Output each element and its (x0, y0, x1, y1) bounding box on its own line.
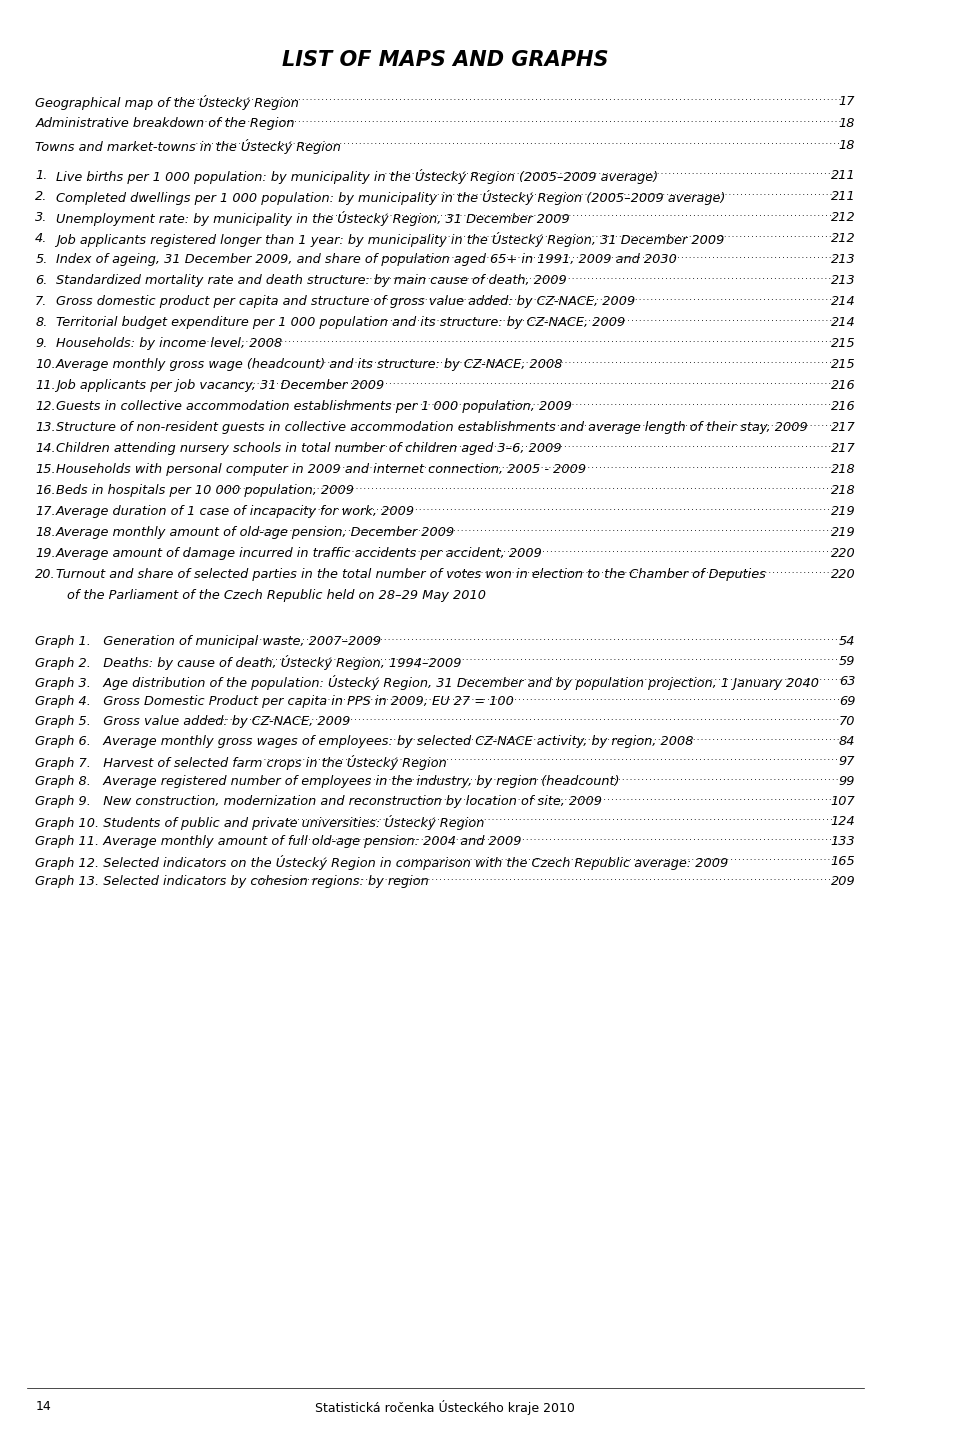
Text: Households with personal computer in 2009 and internet connection, 2005 - 2009: Households with personal computer in 200… (56, 464, 586, 477)
Text: 13.: 13. (36, 420, 56, 433)
Text: 216: 216 (830, 400, 855, 413)
Text: 18: 18 (839, 117, 855, 130)
Text: 10.: 10. (36, 359, 56, 372)
Text: Graph 8.   Average registered number of employees in the industry, by region (he: Graph 8. Average registered number of em… (36, 775, 620, 788)
Text: LIST OF MAPS AND GRAPHS: LIST OF MAPS AND GRAPHS (282, 50, 609, 71)
Text: Graph 4.   Gross Domestic Product per capita in PPS in 2009, EU 27 = 100: Graph 4. Gross Domestic Product per capi… (36, 696, 515, 708)
Text: 211: 211 (830, 190, 855, 203)
Text: 12.: 12. (36, 400, 56, 413)
Text: 97: 97 (839, 755, 855, 768)
Text: 124: 124 (830, 815, 855, 828)
Text: Average monthly gross wage (headcount) and its structure: by CZ-NACE, 2008: Average monthly gross wage (headcount) a… (56, 359, 564, 372)
Text: 217: 217 (830, 420, 855, 433)
Text: 165: 165 (830, 855, 855, 868)
Text: Geographical map of the Ústecký Region: Geographical map of the Ústecký Region (36, 95, 300, 109)
Text: 2.: 2. (36, 190, 48, 203)
Text: 209: 209 (830, 876, 855, 888)
Text: 9.: 9. (36, 337, 48, 350)
Text: 70: 70 (839, 716, 855, 729)
Text: Graph 12. Selected indicators on the Ústecký Region in comparison with the Czech: Graph 12. Selected indicators on the Úst… (36, 855, 729, 870)
Text: Average monthly amount of old-age pension, December 2009: Average monthly amount of old-age pensio… (56, 526, 455, 539)
Text: 217: 217 (830, 442, 855, 455)
Text: Turnout and share of selected parties in the total number of votes won in electi: Turnout and share of selected parties in… (56, 567, 765, 580)
Text: 215: 215 (830, 359, 855, 372)
Text: Towns and market-towns in the Ústecký Region: Towns and market-towns in the Ústecký Re… (36, 140, 341, 154)
Text: Households: by income level, 2008: Households: by income level, 2008 (56, 337, 282, 350)
Text: 133: 133 (830, 835, 855, 848)
Text: 214: 214 (830, 295, 855, 308)
Text: 1.: 1. (36, 168, 48, 181)
Text: Unemployment rate: by municipality in the Ústecký Region, 31 December 2009: Unemployment rate: by municipality in th… (56, 212, 569, 226)
Text: 18.: 18. (36, 526, 56, 539)
Text: 20.: 20. (36, 567, 56, 580)
Text: Job applicants registered longer than 1 year: by municipality in the Ústecký Reg: Job applicants registered longer than 1 … (56, 232, 724, 248)
Text: 107: 107 (830, 795, 855, 808)
Text: Average duration of 1 case of incapacity for work, 2009: Average duration of 1 case of incapacity… (56, 505, 415, 518)
Text: Children attending nursery schools in total number of children aged 3–6, 2009: Children attending nursery schools in to… (56, 442, 562, 455)
Text: Graph 13. Selected indicators by cohesion regions: by region: Graph 13. Selected indicators by cohesio… (36, 876, 429, 888)
Text: 212: 212 (830, 212, 855, 225)
Text: Average amount of damage incurred in traffic accidents per accident, 2009: Average amount of damage incurred in tra… (56, 547, 542, 560)
Text: 69: 69 (839, 696, 855, 708)
Text: 6.: 6. (36, 274, 48, 287)
Text: Index of ageing, 31 December 2009, and share of population aged 65+ in 1991, 200: Index of ageing, 31 December 2009, and s… (56, 253, 677, 266)
Text: 99: 99 (839, 775, 855, 788)
Text: 84: 84 (839, 734, 855, 747)
Text: 59: 59 (839, 655, 855, 668)
Text: 14: 14 (36, 1400, 51, 1413)
Text: Job applicants per job vacancy, 31 December 2009: Job applicants per job vacancy, 31 Decem… (56, 379, 384, 392)
Text: Graph 10. Students of public and private universities: Ústecký Region: Graph 10. Students of public and private… (36, 815, 485, 829)
Text: 11.: 11. (36, 379, 56, 392)
Text: 17: 17 (839, 95, 855, 108)
Text: Administrative breakdown of the Region: Administrative breakdown of the Region (36, 117, 295, 130)
Text: 17.: 17. (36, 505, 56, 518)
Text: 7.: 7. (36, 295, 48, 308)
Text: Graph 7.   Harvest of selected farm crops in the Ústecký Region: Graph 7. Harvest of selected farm crops … (36, 755, 447, 770)
Text: 15.: 15. (36, 464, 56, 477)
Text: 3.: 3. (36, 212, 48, 225)
Text: Completed dwellings per 1 000 population: by municipality in the Ústecký Region : Completed dwellings per 1 000 population… (56, 190, 725, 204)
Text: 18: 18 (839, 140, 855, 153)
Text: 218: 218 (830, 464, 855, 477)
Text: Graph 9.   New construction, modernization and reconstruction by location of sit: Graph 9. New construction, modernization… (36, 795, 602, 808)
Text: Guests in collective accommodation establishments per 1 000 population, 2009: Guests in collective accommodation estab… (56, 400, 571, 413)
Text: 54: 54 (839, 635, 855, 648)
Text: Graph 5.   Gross value added: by CZ-NACE, 2009: Graph 5. Gross value added: by CZ-NACE, … (36, 716, 350, 729)
Text: 19.: 19. (36, 547, 56, 560)
Text: 216: 216 (830, 379, 855, 392)
Text: of the Parliament of the Czech Republic held on 28–29 May 2010: of the Parliament of the Czech Republic … (67, 589, 486, 602)
Text: 220: 220 (830, 567, 855, 580)
Text: 211: 211 (830, 168, 855, 181)
Text: Structure of non-resident guests in collective accommodation establishments and : Structure of non-resident guests in coll… (56, 420, 807, 433)
Text: 16.: 16. (36, 484, 56, 497)
Text: 214: 214 (830, 315, 855, 328)
Text: 213: 213 (830, 274, 855, 287)
Text: Standardized mortality rate and death structure: by main cause of death, 2009: Standardized mortality rate and death st… (56, 274, 566, 287)
Text: Graph 6.   Average monthly gross wages of employees: by selected CZ-NACE activit: Graph 6. Average monthly gross wages of … (36, 734, 694, 747)
Text: 218: 218 (830, 484, 855, 497)
Text: Live births per 1 000 population: by municipality in the Ústecký Region (2005–20: Live births per 1 000 population: by mun… (56, 168, 658, 184)
Text: 219: 219 (830, 505, 855, 518)
Text: 5.: 5. (36, 253, 48, 266)
Text: 213: 213 (830, 253, 855, 266)
Text: 8.: 8. (36, 315, 48, 328)
Text: Graph 11. Average monthly amount of full old-age pension: 2004 and 2009: Graph 11. Average monthly amount of full… (36, 835, 521, 848)
Text: Gross domestic product per capita and structure of gross value added: by CZ-NACE: Gross domestic product per capita and st… (56, 295, 635, 308)
Text: Beds in hospitals per 10 000 population, 2009: Beds in hospitals per 10 000 population,… (56, 484, 353, 497)
Text: 220: 220 (830, 547, 855, 560)
Text: Graph 2.   Deaths: by cause of death, Ústecký Region, 1994–2009: Graph 2. Deaths: by cause of death, Úste… (36, 655, 462, 670)
Text: 219: 219 (830, 526, 855, 539)
Text: Graph 3.   Age distribution of the population: Ústecký Region, 31 December and b: Graph 3. Age distribution of the populat… (36, 675, 819, 690)
Text: Territorial budget expenditure per 1 000 population and its structure: by CZ-NAC: Territorial budget expenditure per 1 000… (56, 315, 625, 328)
Text: 212: 212 (830, 232, 855, 245)
Text: 4.: 4. (36, 232, 48, 245)
Text: 14.: 14. (36, 442, 56, 455)
Text: Graph 1.   Generation of municipal waste, 2007–2009: Graph 1. Generation of municipal waste, … (36, 635, 381, 648)
Text: 63: 63 (839, 675, 855, 688)
Text: Statistická ročenka Ústeckého kraje 2010: Statistická ročenka Ústeckého kraje 2010 (315, 1400, 575, 1416)
Text: 215: 215 (830, 337, 855, 350)
